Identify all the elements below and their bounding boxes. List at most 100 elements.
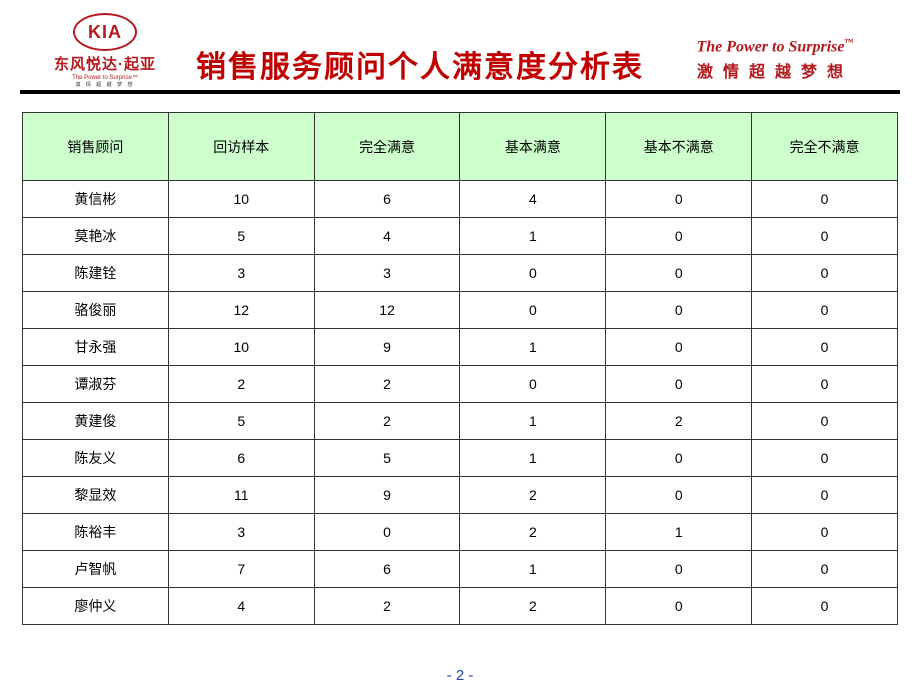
table-cell: 1 — [460, 218, 606, 255]
table-row: 甘永强109100 — [23, 329, 898, 366]
table-cell: 0 — [460, 366, 606, 403]
table-header-cell: 销售顾问 — [23, 113, 169, 181]
table-cell: 0 — [606, 477, 752, 514]
table-header-cell: 回访样本 — [168, 113, 314, 181]
table-cell: 10 — [168, 329, 314, 366]
table-cell: 9 — [314, 329, 460, 366]
table-row: 谭淑芬22000 — [23, 366, 898, 403]
table-cell: 骆俊丽 — [23, 292, 169, 329]
table-cell: 0 — [752, 255, 898, 292]
table-cell: 0 — [752, 403, 898, 440]
table-cell: 0 — [752, 366, 898, 403]
table-cell: 0 — [752, 292, 898, 329]
table-cell: 2 — [314, 403, 460, 440]
slogan-block: The Power to Surprise™ 激情超越梦想 — [660, 37, 890, 88]
table-cell: 0 — [606, 218, 752, 255]
table-cell: 0 — [752, 440, 898, 477]
table-cell: 0 — [752, 588, 898, 625]
table-cell: 2 — [168, 366, 314, 403]
table-cell: 莫艳冰 — [23, 218, 169, 255]
table-row: 卢智帆76100 — [23, 551, 898, 588]
table-cell: 2 — [606, 403, 752, 440]
table-row: 黄建俊52120 — [23, 403, 898, 440]
brand-tagline-cn: 激 情 超 越 梦 想 — [76, 81, 135, 88]
table-cell: 6 — [314, 181, 460, 218]
table-cell: 0 — [606, 255, 752, 292]
table-header-cell: 完全不满意 — [752, 113, 898, 181]
table-cell: 3 — [168, 514, 314, 551]
table-cell: 黄信彬 — [23, 181, 169, 218]
table-cell: 0 — [606, 329, 752, 366]
table-cell: 5 — [314, 440, 460, 477]
table-row: 廖仲义42200 — [23, 588, 898, 625]
table-header-row: 销售顾问回访样本完全满意基本满意基本不满意完全不满意 — [23, 113, 898, 181]
brand-logo: KIA 东风悦达·起亚 The Power to Surprise™ 激 情 超… — [30, 13, 180, 88]
table-cell: 甘永强 — [23, 329, 169, 366]
table-cell: 0 — [752, 551, 898, 588]
satisfaction-table: 销售顾问回访样本完全满意基本满意基本不满意完全不满意 黄信彬106400莫艳冰5… — [22, 112, 898, 625]
table-container: 销售顾问回访样本完全满意基本满意基本不满意完全不满意 黄信彬106400莫艳冰5… — [0, 94, 920, 625]
page-number: - 2 - — [0, 667, 920, 684]
table-cell: 1 — [460, 329, 606, 366]
table-row: 黄信彬106400 — [23, 181, 898, 218]
page-title: 销售服务顾问个人满意度分析表 — [196, 42, 644, 88]
table-cell: 卢智帆 — [23, 551, 169, 588]
table-cell: 陈建铨 — [23, 255, 169, 292]
table-cell: 0 — [314, 514, 460, 551]
table-cell: 2 — [314, 366, 460, 403]
brand-name-cn: 东风悦达·起亚 — [54, 53, 156, 74]
table-cell: 9 — [314, 477, 460, 514]
table-header-cell: 基本满意 — [460, 113, 606, 181]
table-cell: 廖仲义 — [23, 588, 169, 625]
table-cell: 陈友义 — [23, 440, 169, 477]
slogan-en: The Power to Surprise™ — [660, 37, 890, 56]
table-cell: 6 — [314, 551, 460, 588]
table-row: 骆俊丽1212000 — [23, 292, 898, 329]
table-row: 陈友义65100 — [23, 440, 898, 477]
table-cell: 陈裕丰 — [23, 514, 169, 551]
table-cell: 谭淑芬 — [23, 366, 169, 403]
table-cell: 1 — [460, 551, 606, 588]
slogan-cn: 激情超越梦想 — [660, 58, 890, 82]
table-cell: 3 — [168, 255, 314, 292]
table-head: 销售顾问回访样本完全满意基本满意基本不满意完全不满意 — [23, 113, 898, 181]
table-cell: 11 — [168, 477, 314, 514]
table-cell: 1 — [606, 514, 752, 551]
table-cell: 2 — [314, 588, 460, 625]
trademark-icon: ™ — [845, 37, 854, 47]
table-cell: 1 — [460, 440, 606, 477]
table-row: 陈裕丰30210 — [23, 514, 898, 551]
table-cell: 0 — [752, 329, 898, 366]
table-cell: 0 — [606, 440, 752, 477]
table-cell: 1 — [460, 403, 606, 440]
table-cell: 0 — [752, 477, 898, 514]
table-cell: 0 — [752, 514, 898, 551]
table-cell: 0 — [460, 255, 606, 292]
table-cell: 12 — [168, 292, 314, 329]
table-cell: 4 — [168, 588, 314, 625]
table-cell: 4 — [460, 181, 606, 218]
table-header-cell: 基本不满意 — [606, 113, 752, 181]
table-cell: 0 — [606, 292, 752, 329]
table-cell: 0 — [606, 588, 752, 625]
table-cell: 5 — [168, 403, 314, 440]
kia-logo-icon: KIA — [73, 13, 137, 51]
table-cell: 5 — [168, 218, 314, 255]
header: KIA 东风悦达·起亚 The Power to Surprise™ 激 情 超… — [0, 0, 920, 88]
slogan-en-text: The Power to Surprise — [696, 38, 844, 55]
table-cell: 0 — [752, 181, 898, 218]
table-cell: 0 — [606, 181, 752, 218]
table-cell: 黄建俊 — [23, 403, 169, 440]
table-cell: 黎显效 — [23, 477, 169, 514]
table-cell: 4 — [314, 218, 460, 255]
table-row: 黎显效119200 — [23, 477, 898, 514]
table-cell: 0 — [460, 292, 606, 329]
table-cell: 10 — [168, 181, 314, 218]
table-cell: 6 — [168, 440, 314, 477]
table-cell: 0 — [752, 218, 898, 255]
table-row: 陈建铨33000 — [23, 255, 898, 292]
table-cell: 2 — [460, 514, 606, 551]
table-cell: 12 — [314, 292, 460, 329]
table-cell: 3 — [314, 255, 460, 292]
table-cell: 7 — [168, 551, 314, 588]
